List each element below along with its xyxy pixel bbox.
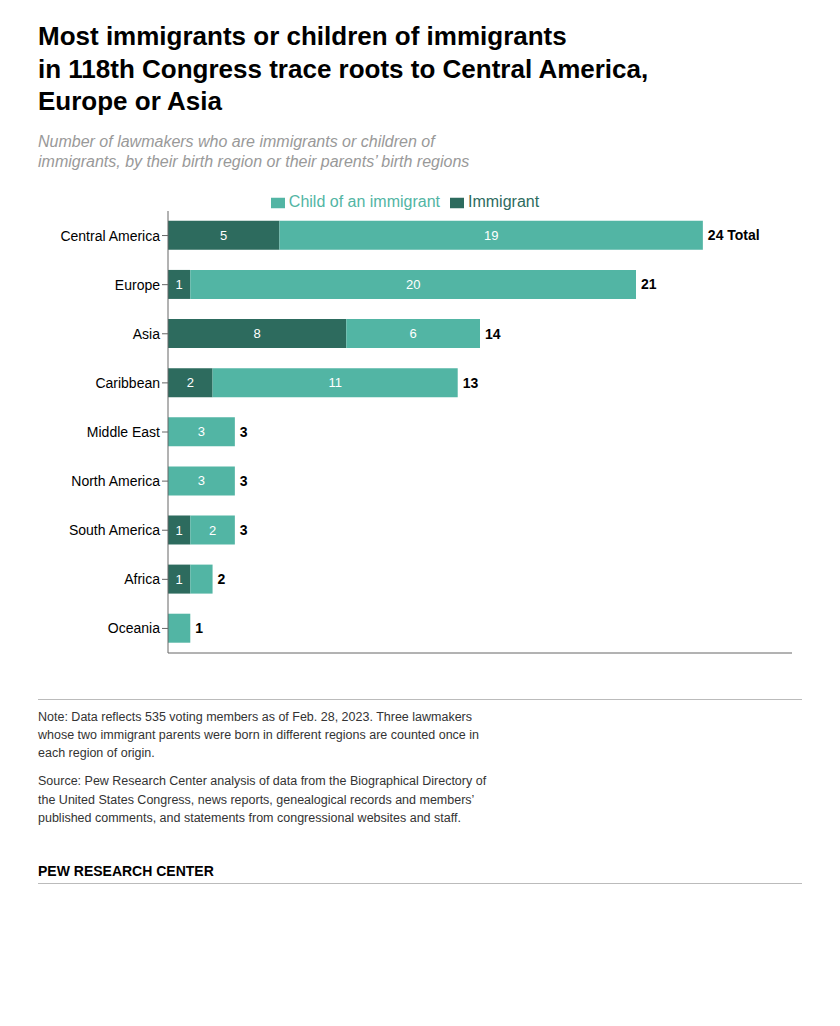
svg-text:Central America: Central America <box>60 228 160 244</box>
svg-text:3: 3 <box>240 473 248 489</box>
svg-text:2: 2 <box>218 571 226 587</box>
html-text:Europe or Asia: Europe or Asia <box>38 86 222 116</box>
html-text:Child of an immigrant: Child of an immigrant <box>288 193 440 211</box>
svg-text:3: 3 <box>240 424 248 440</box>
svg-text:South America: South America <box>69 522 160 538</box>
svg-text:Europe: Europe <box>115 277 160 293</box>
html-text:in 118th Congress trace roots: in 118th Congress trace roots to Central… <box>38 53 649 84</box>
html-text:PEW RESEARCH CENTER: PEW RESEARCH CENTER <box>38 862 214 879</box>
svg-text:13: 13 <box>463 375 479 391</box>
svg-text:North America: North America <box>71 473 160 489</box>
html-text:Most immigrants or children of: Most immigrants or children of immigrant… <box>38 21 567 51</box>
svg-text:24 Total: 24 Total <box>708 227 760 243</box>
svg-text:Asia: Asia <box>133 326 160 342</box>
html-text:Immigrant: Immigrant <box>468 193 540 211</box>
svg-text:14: 14 <box>485 326 501 342</box>
svg-text:3: 3 <box>198 424 205 439</box>
svg-text:1: 1 <box>176 572 183 587</box>
svg-text:3: 3 <box>240 522 248 538</box>
html-text:immigrants, by their birth reg: immigrants, by their birth region or the… <box>38 153 470 171</box>
html-text:Source: Pew Research Center an: Source: Pew Research Center analysis of … <box>38 774 487 789</box>
html-text:published comments, and statem: published comments, and statements from … <box>38 810 461 825</box>
svg-text:20: 20 <box>406 277 420 292</box>
svg-text:1: 1 <box>195 620 203 636</box>
html-text:each region of origin.: each region of origin. <box>38 746 155 761</box>
html-text:Number of lawmakers who are im: Number of lawmakers who are immigrants o… <box>38 132 435 150</box>
svg-text:1: 1 <box>176 277 183 292</box>
svg-text:6: 6 <box>410 326 417 341</box>
svg-text:Africa: Africa <box>124 571 160 587</box>
svg-text:3: 3 <box>198 474 205 489</box>
svg-text:19: 19 <box>484 228 498 243</box>
svg-text:2: 2 <box>209 523 216 538</box>
svg-text:11: 11 <box>328 375 342 390</box>
svg-text:Caribbean: Caribbean <box>95 375 160 391</box>
html-text:Note: Data reflects 535 voting: Note: Data reflects 535 voting members a… <box>38 710 472 725</box>
html-text:whose two immigrant parents we: whose two immigrant parents were born in… <box>38 728 479 743</box>
svg-text:5: 5 <box>220 228 227 243</box>
svg-text:1: 1 <box>176 523 183 538</box>
svg-text:8: 8 <box>254 326 261 341</box>
svg-text:2: 2 <box>187 375 194 390</box>
svg-text:Oceania: Oceania <box>108 621 160 637</box>
svg-text:21: 21 <box>641 276 657 292</box>
svg-text:Middle East: Middle East <box>87 424 160 440</box>
html-text:the United States Congress, ne: the United States Congress, news reports… <box>38 792 475 807</box>
